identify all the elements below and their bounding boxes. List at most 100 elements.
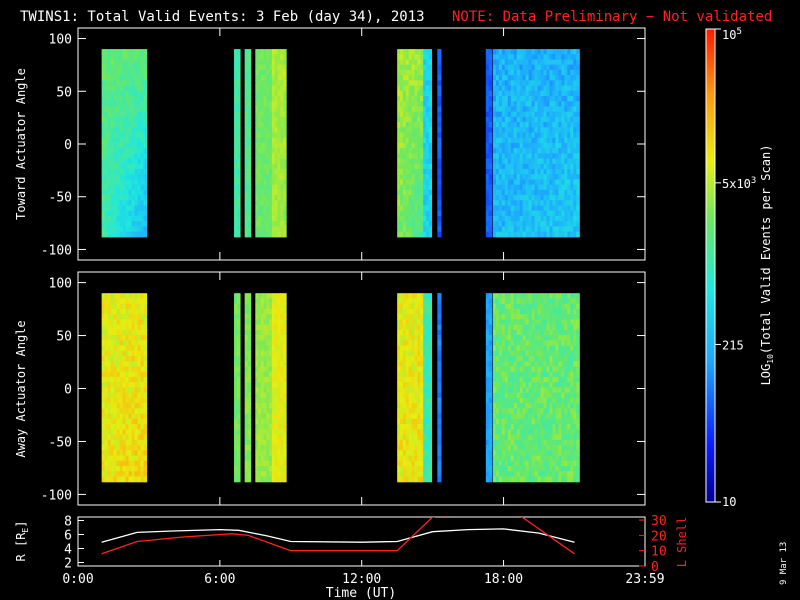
away-heatmap-cell (498, 366, 503, 373)
away-heatmap-cell (269, 455, 273, 462)
toward-heatmap-cell (125, 59, 130, 66)
toward-heatmap-cell (528, 69, 533, 76)
toward-heatmap-cell (107, 189, 112, 196)
toward-heatmap-cell (397, 75, 401, 81)
away-heatmap-cell (402, 340, 407, 347)
away-heatmap-cell (263, 329, 267, 336)
away-heatmap-cell (131, 445, 136, 451)
away-heatmap-cell (417, 314, 421, 320)
away-heatmap-cell (260, 361, 265, 368)
toward-heatmap-cell (516, 200, 521, 207)
away-heatmap-cell (405, 356, 410, 362)
away-heatmap-cell (143, 439, 148, 446)
away-heatmap-cell (405, 434, 410, 441)
toward-heatmap-cell (552, 116, 556, 123)
away-heatmap-cell (122, 361, 127, 368)
away-heatmap-cell (425, 439, 430, 446)
away-heatmap-cell (122, 450, 127, 457)
toward-heatmap-cell (552, 221, 556, 227)
away-heatmap-cell (258, 329, 262, 336)
toward-heatmap-cell (110, 64, 115, 71)
toward-heatmap-cell (277, 148, 281, 154)
away-heatmap-cell (540, 366, 545, 373)
toward-heatmap-cell (543, 106, 548, 113)
away-heatmap-cell (134, 408, 139, 415)
away-heatmap-cell (522, 308, 527, 315)
toward-heatmap-cell (110, 122, 115, 128)
toward-heatmap-cell (513, 59, 518, 66)
away-heatmap-cell (110, 455, 115, 462)
toward-heatmap-cell (414, 132, 418, 139)
away-heatmap-cell (485, 382, 490, 389)
away-heatmap-cell (269, 319, 273, 326)
toward-heatmap-cell (534, 221, 539, 227)
toward-heatmap-cell (519, 54, 524, 61)
toward-heatmap-cell (425, 174, 430, 181)
toward-heatmap-cell (134, 101, 139, 108)
toward-heatmap-cell (504, 174, 509, 181)
away-heatmap-cell (405, 376, 410, 383)
toward-heatmap-cell (266, 96, 270, 102)
toward-heatmap-cell (516, 226, 521, 233)
away-heatmap-cell (266, 308, 270, 315)
away-heatmap-cell (277, 382, 281, 389)
toward-heatmap-cell (420, 111, 424, 118)
toward-heatmap-cell (504, 189, 509, 196)
away-heatmap-cell (549, 319, 554, 326)
away-heatmap-cell (116, 314, 121, 320)
toward-heatmap-cell (561, 80, 565, 87)
away-heatmap-cell (400, 471, 404, 478)
toward-heatmap-cell (397, 189, 401, 196)
toward-heatmap-cell (552, 111, 556, 118)
toward-heatmap-cell (122, 226, 127, 233)
away-heatmap-cell (274, 413, 279, 420)
toward-heatmap-cell (260, 174, 265, 181)
away-heatmap-cell (408, 350, 413, 357)
toward-heatmap-cell (540, 80, 545, 87)
toward-heatmap-cell (143, 158, 148, 165)
away-heatmap-cell (437, 314, 442, 320)
toward-heatmap-cell (128, 210, 133, 217)
toward-heatmap-cell (564, 169, 568, 175)
toward-heatmap-cell (507, 142, 512, 149)
away-heatmap-cell (140, 356, 145, 362)
toward-heatmap-cell (573, 49, 577, 55)
toward-heatmap-cell (414, 101, 418, 108)
toward-heatmap-cell (131, 75, 136, 81)
away-heatmap-cell (113, 345, 118, 352)
away-heatmap-cell (420, 345, 424, 352)
toward-heatmap-cell (425, 210, 430, 217)
toward-heatmap-cell (411, 205, 416, 212)
toward-heatmap-cell (576, 122, 580, 128)
away-heatmap-cell (258, 424, 262, 430)
toward-heatmap-cell (122, 122, 127, 128)
away-heatmap-cell (134, 350, 139, 357)
toward-heatmap-cell (570, 169, 574, 175)
toward-heatmap-cell (405, 64, 410, 71)
toward-heatmap-cell (260, 189, 265, 196)
away-heatmap-cell (428, 403, 433, 409)
away-heatmap-cell (425, 434, 430, 441)
toward-heatmap-cell (537, 59, 542, 66)
toward-heatmap-cell (501, 80, 506, 87)
toward-heatmap-cell (513, 174, 518, 181)
toward-heatmap-cell (543, 69, 548, 76)
toward-heatmap-cell (258, 116, 262, 123)
toward-heatmap-cell (140, 189, 145, 196)
away-heatmap-cell (417, 434, 421, 441)
toward-heatmap-cell (258, 80, 262, 87)
away-heatmap-cell (258, 476, 262, 483)
toward-heatmap-cell (277, 210, 281, 217)
away-heatmap-cell (104, 382, 109, 389)
away-heatmap-cell (283, 465, 287, 472)
toward-heatmap-cell (555, 231, 559, 238)
toward-heatmap-cell (531, 132, 536, 139)
toward-heatmap-cell (564, 200, 568, 207)
away-heatmap-cell (402, 293, 407, 300)
toward-heatmap-cell (137, 85, 142, 92)
away-heatmap-cell (283, 356, 287, 362)
toward-heatmap-cell (485, 96, 490, 102)
toward-heatmap-cell (495, 85, 500, 92)
toward-heatmap-cell (134, 174, 139, 181)
away-heatmap-cell (549, 335, 554, 341)
